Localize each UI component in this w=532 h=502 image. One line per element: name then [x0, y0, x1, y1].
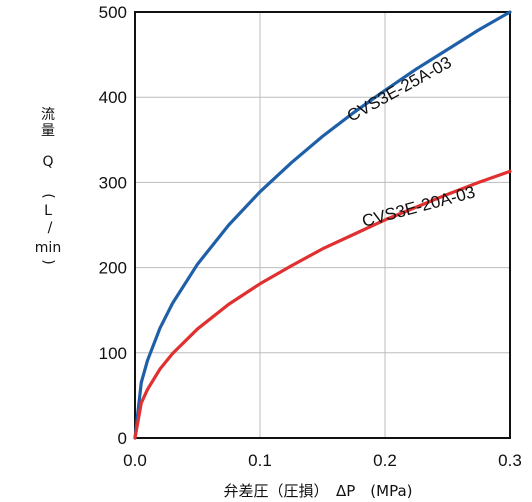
y-label-char: ( — [40, 193, 56, 198]
series-curves — [133, 10, 512, 440]
series-line-cvs3e-25a-03 — [133, 10, 512, 440]
y-tick-label: 300 — [99, 173, 127, 192]
y-tick-label: 500 — [99, 3, 127, 22]
y-tick-labels: 0 100 200 300 400 500 — [99, 3, 127, 448]
series-line-cvs3e-20a-03 — [133, 169, 512, 440]
x-tick-labels: 0.0 0.1 0.2 0.3 — [123, 451, 522, 470]
y-tick-label: 100 — [99, 344, 127, 363]
y-label-char: min — [35, 240, 61, 256]
y-axis-label: 流 量 Q ( L / min ) — [35, 107, 61, 265]
y-label-char: 流 — [41, 107, 55, 123]
grid-lines — [135, 11, 510, 438]
x-axis-label: 弁差圧（圧損） ΔP (MPa) — [223, 482, 412, 500]
y-label-char: / — [48, 220, 53, 236]
y-tick-label: 200 — [99, 259, 127, 278]
y-tick-label: 400 — [99, 88, 127, 107]
series-label-cvs3e-20a-03: CVS3E-20A-03 — [360, 182, 477, 230]
y-label-char: Q — [42, 154, 53, 170]
series-label-cvs3e-25a-03: CVS3E-25A-03 — [344, 53, 455, 126]
x-tick-label: 0.0 — [123, 451, 147, 470]
x-tick-label: 0.2 — [373, 451, 397, 470]
plot-frame — [134, 11, 511, 439]
x-tick-label: 0.1 — [248, 451, 272, 470]
x-tick-label: 0.3 — [498, 451, 522, 470]
y-label-char: L — [44, 203, 52, 219]
y-label-char: ) — [40, 259, 56, 264]
y-label-char: 量 — [41, 123, 55, 139]
y-tick-label: 0 — [118, 429, 127, 448]
